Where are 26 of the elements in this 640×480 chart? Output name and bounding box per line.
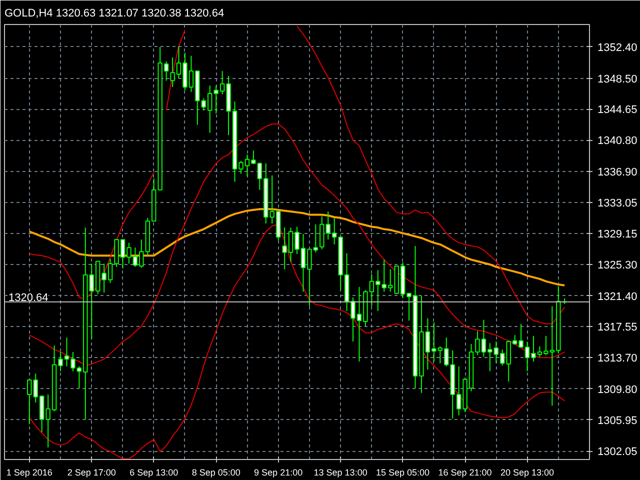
y-tick-label: 1302.05 <box>598 446 638 458</box>
y-tick-label: 1340.80 <box>598 135 638 148</box>
y-tick-label: 1317.55 <box>598 322 638 334</box>
chart-title: GOLD,H4 1320.63 1321.07 1320.38 1320.64 <box>4 8 224 20</box>
y-tick-label: 1321.40 <box>598 290 638 303</box>
y-tick-label: 1325.30 <box>598 259 638 272</box>
x-tick-label: 13 Sep 13:00 <box>314 468 368 478</box>
x-tick-label: 20 Sep 13:00 <box>500 468 554 478</box>
y-tick-label: 1352.40 <box>598 42 638 54</box>
y-tick-label: 1313.70 <box>598 352 638 365</box>
y-tick-label: 1329.15 <box>598 228 638 241</box>
x-tick-label: 9 Sep 21:00 <box>254 468 303 478</box>
y-tick-label: 1309.80 <box>598 384 638 396</box>
x-tick-label: 1 Sep 2016 <box>6 468 52 478</box>
x-tick-label: 2 Sep 17:00 <box>67 468 116 478</box>
y-tick-label: 1348.50 <box>598 73 638 86</box>
line-series <box>28 208 566 286</box>
x-tick-label: 15 Sep 05:00 <box>376 468 430 478</box>
y-tick-label: 1305.95 <box>598 414 638 427</box>
y-tick-label: 1333.05 <box>598 197 638 210</box>
y-tick-label: 1344.65 <box>598 104 638 116</box>
x-tick-label: 8 Sep 05:00 <box>192 468 240 478</box>
x-tick-label: 6 Sep 13:00 <box>130 468 178 478</box>
y-tick-label: 1336.90 <box>598 166 638 178</box>
ref-line-label: 1320.64 <box>8 292 48 304</box>
x-tick-label: 16 Sep 21:00 <box>438 468 492 478</box>
